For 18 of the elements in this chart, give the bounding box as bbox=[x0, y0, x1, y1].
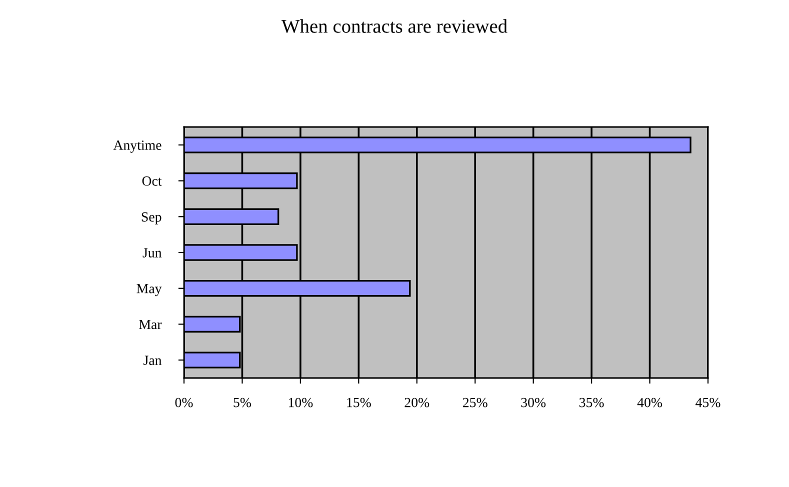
x-tick-label: 10% bbox=[288, 398, 313, 408]
y-tick-label: Oct bbox=[142, 176, 162, 186]
y-tick-label: Sep bbox=[142, 212, 162, 224]
chart-title: When contracts are reviewed bbox=[281, 19, 508, 33]
x-tick-label: 35% bbox=[579, 398, 604, 408]
x-tick-label: 45% bbox=[696, 398, 720, 408]
y-tick-label: May bbox=[136, 284, 162, 296]
y-tick-label: Jun bbox=[142, 248, 162, 258]
x-tick-label: 15% bbox=[347, 398, 371, 408]
y-tick-label: Jan bbox=[144, 356, 162, 366]
y-tick-label: Anytime bbox=[113, 140, 162, 153]
x-tick-label: 0% bbox=[175, 398, 193, 408]
y-tick-label: Mar bbox=[139, 320, 162, 330]
x-tick-label: 25% bbox=[462, 398, 488, 408]
x-tick-label: 20% bbox=[404, 398, 430, 408]
x-tick-label: 30% bbox=[521, 398, 546, 408]
x-tick-label: 5% bbox=[234, 398, 252, 408]
x-tick-label: 40% bbox=[637, 398, 662, 408]
